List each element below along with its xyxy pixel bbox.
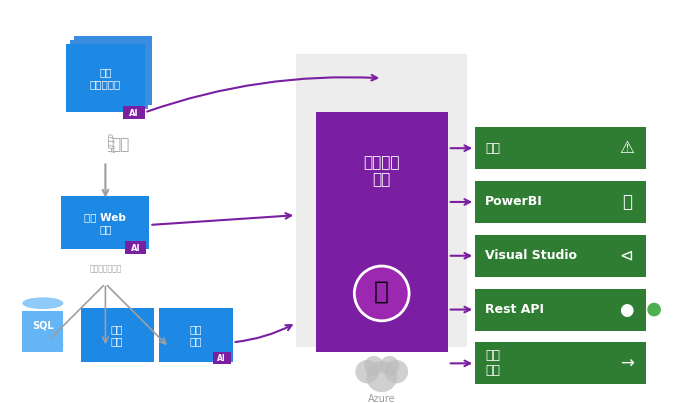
Text: Azure: Azure	[368, 394, 396, 403]
Bar	[62, 195, 150, 249]
Text: 外部
服务: 外部 服务	[111, 325, 123, 346]
Ellipse shape	[22, 339, 63, 350]
Bar	[22, 311, 63, 352]
Text: 📊: 📊	[622, 193, 632, 211]
Bar	[123, 106, 145, 119]
Circle shape	[380, 356, 399, 376]
Text: ●: ●	[620, 301, 634, 318]
Bar	[475, 235, 647, 277]
Text: 连续
导出: 连续 导出	[485, 349, 500, 377]
Circle shape	[366, 361, 397, 392]
Text: AI: AI	[129, 109, 139, 118]
Text: PowerBI: PowerBI	[485, 195, 543, 208]
Text: 请求: 请求	[111, 137, 129, 152]
Bar	[70, 40, 148, 108]
Text: Rest API: Rest API	[485, 303, 544, 316]
Text: AI: AI	[218, 355, 226, 364]
Text: 你的 Web
服务: 你的 Web 服务	[85, 212, 126, 234]
Bar	[475, 289, 647, 330]
Text: 依赖项调用次数: 依赖项调用次数	[89, 264, 121, 274]
Circle shape	[647, 303, 661, 316]
Bar	[213, 352, 231, 364]
Text: 警报: 警报	[485, 142, 500, 155]
Text: SQL: SQL	[32, 321, 53, 331]
Bar	[74, 36, 152, 105]
Bar	[159, 308, 233, 362]
Circle shape	[385, 360, 408, 383]
Text: HTTP: HTTP	[109, 132, 118, 152]
Text: AI: AI	[131, 244, 141, 253]
Text: ⚠: ⚠	[620, 139, 634, 157]
Text: 后台
服务: 后台 服务	[189, 325, 202, 346]
Text: Visual Studio: Visual Studio	[485, 249, 577, 262]
Bar	[316, 112, 448, 352]
Circle shape	[354, 266, 409, 321]
Bar	[475, 342, 647, 384]
Ellipse shape	[22, 297, 63, 309]
Bar	[81, 308, 155, 362]
Text: 网页
客户端应用: 网页 客户端应用	[90, 67, 121, 89]
Bar	[67, 44, 145, 112]
Text: →: →	[620, 354, 633, 372]
Bar	[296, 54, 467, 347]
Circle shape	[364, 356, 384, 376]
Text: 💡: 💡	[374, 279, 389, 303]
Text: ⊲: ⊲	[620, 247, 633, 265]
Bar	[475, 181, 647, 223]
Bar	[475, 127, 647, 169]
Bar	[125, 241, 146, 254]
Text: 应用程序
见解: 应用程序 见解	[363, 155, 400, 187]
Circle shape	[356, 360, 379, 383]
